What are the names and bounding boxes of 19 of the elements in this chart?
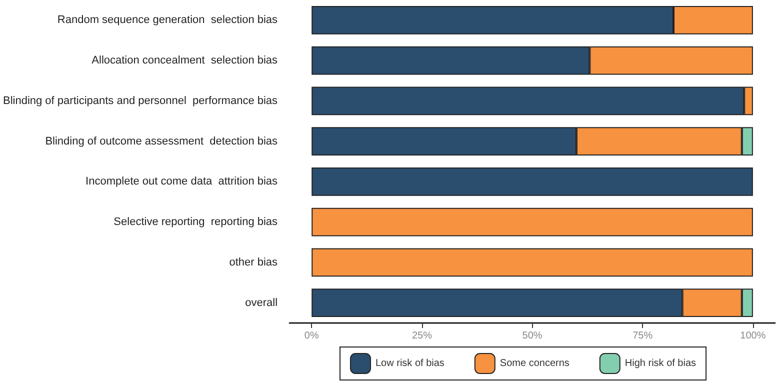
bar — [312, 168, 753, 196]
y-tick-label: overall — [245, 296, 278, 309]
y-tick-label: other bias — [229, 256, 278, 268]
y-tick-label: Incomplete out come data attrition bias — [86, 176, 278, 188]
legend-label: Low risk of bias — [376, 358, 444, 369]
x-tick-label: 100% — [740, 330, 766, 342]
y-tick-label: Random sequence generation selection bias — [57, 14, 278, 26]
bar — [312, 248, 753, 277]
x-tick-label: 25% — [412, 330, 432, 342]
x-tick-label: 0% — [304, 330, 319, 342]
bar — [312, 208, 753, 236]
x-tick-label: 75% — [632, 330, 653, 342]
legend-label: High risk of bias — [624, 358, 696, 369]
y-tick-label: Allocation concealment selection bias — [92, 54, 278, 67]
legend-label: Some concerns — [500, 358, 570, 369]
x-tick-label: 50% — [522, 330, 542, 342]
y-tick-label: Blinding of outcome assessment detection bias — [45, 135, 278, 148]
y-tick-label: Blinding of participants and personnel performance bias — [2, 94, 278, 107]
y-tick-label: Selective reporting reporting bias — [114, 216, 278, 228]
